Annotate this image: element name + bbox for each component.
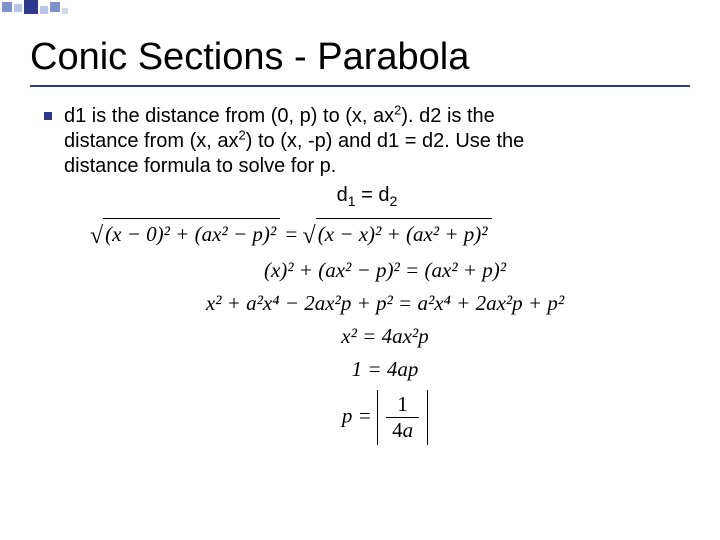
math-lhs: p = <box>342 403 372 427</box>
body-line-2: distance from (x, ax2) to (x, -p) and d1… <box>64 129 670 154</box>
fraction: 1 4a <box>386 392 419 443</box>
math-eq-1: √(x − 0)² + (ax² − p)² = √(x − x)² + (ax… <box>90 218 680 250</box>
sup: 2 <box>239 127 246 142</box>
body-eq: d1 = d2 <box>64 183 670 208</box>
sub: 1 <box>348 193 356 209</box>
math-lhs: (x − 0)² + (ax² − p)² <box>105 222 276 246</box>
txt: 2 is the <box>430 105 494 127</box>
body-line-1: d1 is the distance from (0, p) to (x, ax… <box>64 104 670 129</box>
math-eq-6: p = 1 4a <box>90 390 680 445</box>
deco-square <box>14 4 22 12</box>
deco-square <box>50 2 60 12</box>
frac-num: 1 <box>386 392 419 417</box>
txt: ) to (x, -p) and d <box>246 130 388 152</box>
deco-square <box>40 6 48 14</box>
deco-square <box>62 8 68 14</box>
txt: 1 is the distance from (0, p) to (x, ax <box>75 105 394 127</box>
txt: = d <box>356 184 390 206</box>
slide-title: Conic Sections - Parabola <box>30 36 690 85</box>
sqrt-icon: √ <box>90 223 103 250</box>
math-eq-3: x² + a²x⁴ − 2ax²p + p² = a²x⁴ + 2ax²p + … <box>90 291 680 316</box>
frac-den: 4a <box>386 417 419 443</box>
math-block: √(x − 0)² + (ax² − p)² = √(x − x)² + (ax… <box>90 218 680 453</box>
txt: 2. Use the <box>433 130 524 152</box>
deco-square <box>2 2 12 12</box>
slide-decoration <box>0 0 120 24</box>
body-text: d1 is the distance from (0, p) to (x, ax… <box>64 104 670 208</box>
math-eq-5: 1 = 4ap <box>90 357 680 382</box>
deco-square <box>24 0 38 14</box>
equals: = <box>285 222 302 246</box>
txt: d <box>64 105 75 127</box>
body-line-3: distance formula to solve for p. <box>64 154 670 179</box>
bullet-square <box>44 112 52 120</box>
sub: 2 <box>390 193 398 209</box>
txt: distance from (x, ax <box>64 130 239 152</box>
title-underline <box>30 85 690 87</box>
math-rhs: (x − x)² + (ax² + p)² <box>318 222 488 246</box>
txt: d <box>337 184 348 206</box>
title-block: Conic Sections - Parabola <box>30 36 690 87</box>
txt: ). d <box>401 105 430 127</box>
abs-bars: 1 4a <box>377 390 428 445</box>
math-eq-4: x² = 4ax²p <box>90 324 680 349</box>
math-eq-2: (x)² + (ax² − p)² = (ax² + p)² <box>90 258 680 283</box>
txt: 1 = d <box>388 130 433 152</box>
sqrt-icon: √ <box>303 223 316 250</box>
